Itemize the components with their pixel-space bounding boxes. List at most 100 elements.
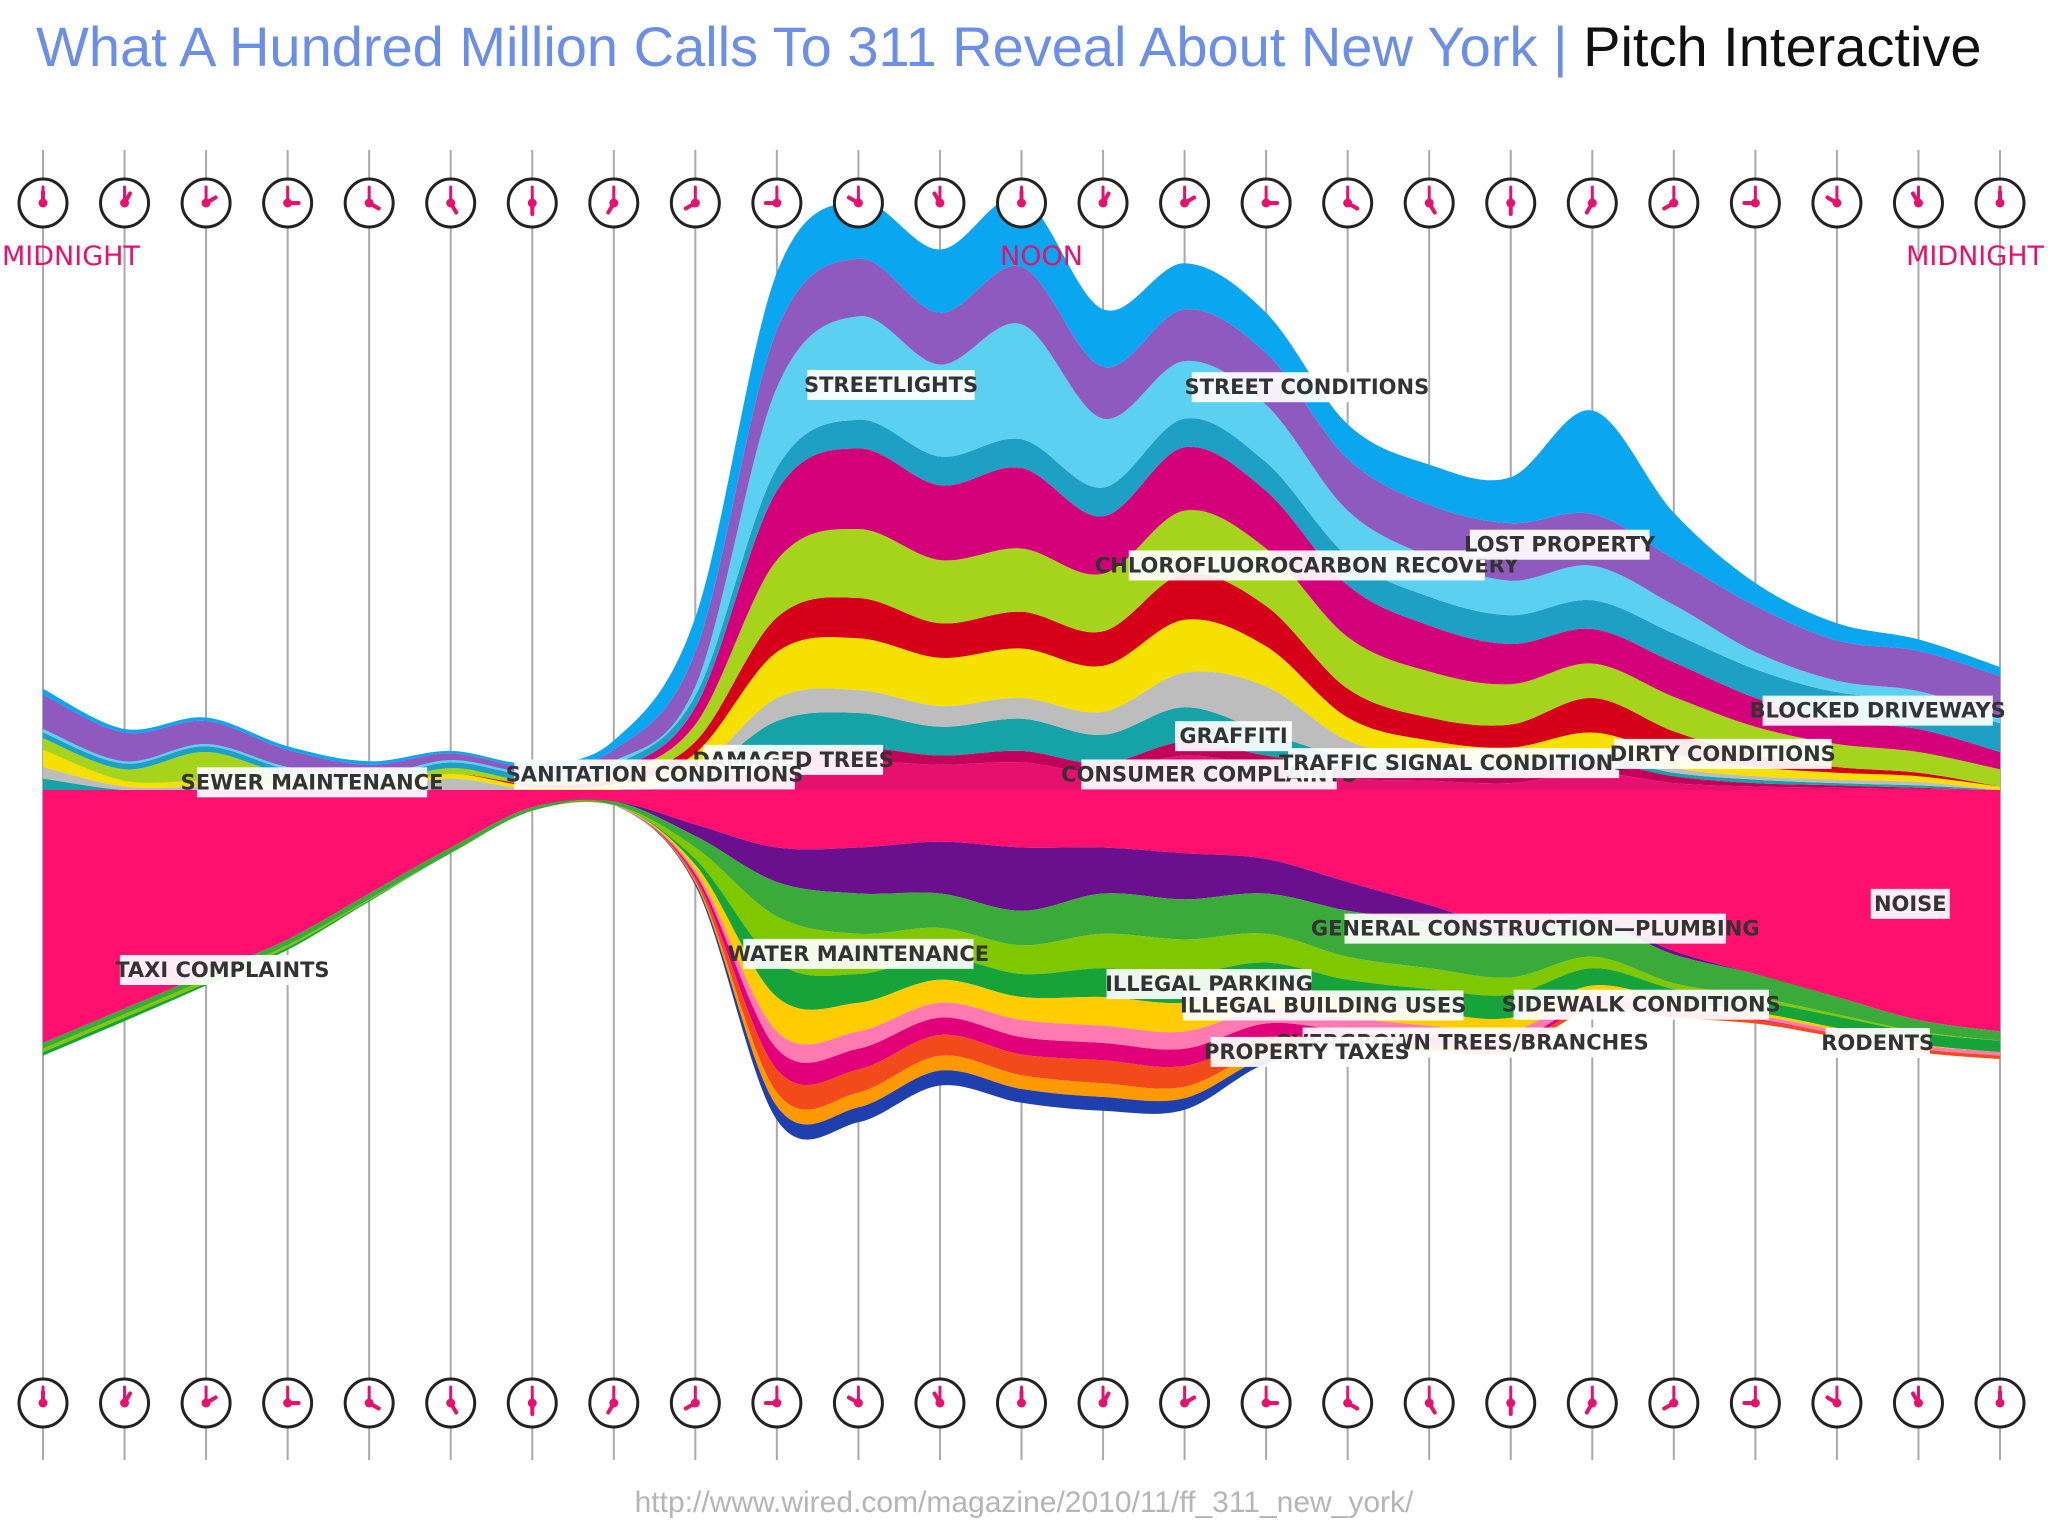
clock-icon — [1811, 177, 1863, 229]
clock-icon — [669, 1377, 721, 1429]
svg-text:RODENTS: RODENTS — [1821, 1031, 1934, 1055]
svg-text:BLOCKED DRIVEWAYS: BLOCKED DRIVEWAYS — [1750, 699, 2006, 723]
label-graffiti: GRAFFITI — [1175, 721, 1292, 752]
clock-icon — [1892, 177, 1944, 229]
svg-text:TRAFFIC SIGNAL CONDITIONS: TRAFFIC SIGNAL CONDITIONS — [1279, 751, 1628, 775]
clock-icon — [1566, 1377, 1618, 1429]
clock-icon — [669, 177, 721, 229]
publisher-name: Pitch Interactive — [1583, 15, 1982, 78]
clock-icon — [262, 177, 314, 229]
label-dirty-conditions: DIRTY CONDITIONS — [1610, 738, 1836, 769]
label-general-construction-plumbing: GENERAL CONSTRUCTION—PLUMBING — [1311, 913, 1760, 944]
clock-icon — [1566, 177, 1618, 229]
svg-text:PROPERTY TAXES: PROPERTY TAXES — [1204, 1040, 1410, 1064]
clock-icon — [262, 1377, 314, 1429]
clock-icon — [996, 177, 1047, 229]
clock-icon — [1485, 1377, 1537, 1429]
clock-icon — [1077, 1377, 1129, 1429]
clock-icon — [751, 177, 803, 229]
clock-icon — [1403, 177, 1455, 229]
label-sidewalk-conditions: SIDEWALK CONDITIONS — [1502, 989, 1781, 1020]
clock-icon — [1159, 177, 1211, 229]
title-separator: | — [1553, 15, 1568, 78]
svg-text:TAXI COMPLAINTS: TAXI COMPLAINTS — [115, 958, 329, 982]
svg-text:LOST PROPERTY: LOST PROPERTY — [1464, 533, 1656, 557]
clock-icon — [180, 177, 232, 229]
stream-damaged-trees[interactable] — [43, 741, 2000, 791]
clock-icon — [343, 1377, 395, 1429]
clock-icon — [588, 177, 640, 229]
label-property-taxes: PROPERTY TAXES — [1204, 1036, 1410, 1067]
label-lost-property: LOST PROPERTY — [1464, 529, 1656, 560]
clock-icon — [1403, 1377, 1455, 1429]
stream-streetlights[interactable] — [43, 315, 2000, 779]
svg-text:STREETLIGHTS: STREETLIGHTS — [804, 373, 978, 397]
clock-icon — [1974, 1377, 2026, 1429]
clock-icon — [506, 177, 558, 229]
svg-text:GRAFFITI: GRAFFITI — [1179, 724, 1287, 748]
svg-text:NOISE: NOISE — [1874, 892, 1947, 916]
clock-icon — [832, 1377, 884, 1429]
clock-icon — [343, 177, 395, 229]
svg-text:SANITATION CONDITIONS: SANITATION CONDITIONS — [506, 762, 804, 786]
stream-illegal-building-uses[interactable] — [43, 800, 2000, 1056]
clock-icon — [1485, 177, 1537, 229]
time-label: MIDNIGHT — [1906, 241, 2044, 272]
clock-icon — [99, 177, 151, 229]
clock-icon — [832, 177, 884, 229]
clock-icon — [1159, 1377, 1211, 1429]
time-label: MIDNIGHT — [2, 241, 140, 272]
stream-chlorofluorocarbon-recovery[interactable] — [43, 446, 2000, 785]
svg-text:WATER MAINTENANCE: WATER MAINTENANCE — [728, 942, 989, 966]
svg-text:GENERAL CONSTRUCTION—PLUMBING: GENERAL CONSTRUCTION—PLUMBING — [1311, 917, 1760, 941]
clock-icon — [1892, 1377, 1944, 1429]
stream-sewer-maintenance[interactable] — [43, 510, 2000, 789]
page-header: What A Hundred Million Calls To 311 Reve… — [36, 12, 1982, 82]
stream-noise[interactable] — [43, 790, 2000, 1043]
clock-icon — [914, 177, 966, 229]
clock-icon — [1240, 1377, 1292, 1429]
label-taxi-complaints: TAXI COMPLAINTS — [115, 954, 330, 985]
clock-icon — [17, 1377, 69, 1429]
clock-icon — [1811, 1377, 1863, 1429]
label-streetlights: STREETLIGHTS — [804, 369, 978, 400]
clock-icon — [751, 1377, 803, 1429]
stream-street-conditions[interactable] — [43, 196, 2000, 768]
source-url[interactable]: http://www.wired.com/magazine/2010/11/ff… — [634, 1486, 1414, 1519]
svg-text:SIDEWALK CONDITIONS: SIDEWALK CONDITIONS — [1502, 993, 1781, 1017]
stream-dirty-conditions[interactable] — [43, 573, 2000, 789]
clock-icon — [588, 1377, 640, 1429]
label-overgrown-trees-branches: OVERGROWN TREES/BRANCHES — [1275, 1027, 1649, 1058]
article-title[interactable]: What A Hundred Million Calls To 311 Reve… — [36, 15, 1538, 78]
clock-icon — [1322, 1377, 1374, 1429]
label-noise: NOISE — [1870, 888, 1950, 919]
stream-water-maintenance[interactable] — [43, 801, 2000, 1053]
series-labels: CONSUMER COMPLAINTSDAMAGED TREESGRAFFITI… — [115, 369, 2006, 1067]
stream-consumer-complaints[interactable] — [43, 755, 2000, 791]
label-rodents: RODENTS — [1821, 1028, 1934, 1058]
clock-icon — [1648, 1377, 1700, 1429]
label-illegal-building-uses: ILLEGAL BUILDING USES — [1180, 990, 1466, 1021]
clock-icon — [17, 177, 69, 229]
clock-icon — [1729, 1377, 1781, 1429]
clock-icon — [425, 1377, 477, 1429]
clock-icons — [17, 177, 2026, 1429]
time-labels: MIDNIGHT NOON MIDNIGHT — [2, 241, 2044, 272]
clock-icon — [914, 1377, 966, 1429]
label-street-conditions: STREET CONDITIONS — [1185, 372, 1430, 403]
svg-text:STREET CONDITIONS: STREET CONDITIONS — [1185, 375, 1430, 399]
label-chlorofluorocarbon-recovery: CHLOROFLUOROCARBON RECOVERY — [1095, 550, 1520, 581]
clock-icon — [425, 177, 477, 229]
clock-icon — [99, 1377, 151, 1429]
clock-icon — [1974, 177, 2026, 229]
clock-icon — [1077, 177, 1129, 229]
svg-text:DIRTY CONDITIONS: DIRTY CONDITIONS — [1610, 742, 1836, 766]
svg-text:SEWER MAINTENANCE: SEWER MAINTENANCE — [181, 770, 444, 794]
label-water-maintenance: WATER MAINTENANCE — [728, 938, 989, 969]
clock-icon — [1240, 177, 1292, 229]
clock-icon — [1322, 177, 1374, 229]
clock-icon — [180, 1377, 232, 1429]
stream-taxi-complaints[interactable] — [43, 799, 2000, 1049]
label-blocked-driveways: BLOCKED DRIVEWAYS — [1750, 695, 2006, 726]
